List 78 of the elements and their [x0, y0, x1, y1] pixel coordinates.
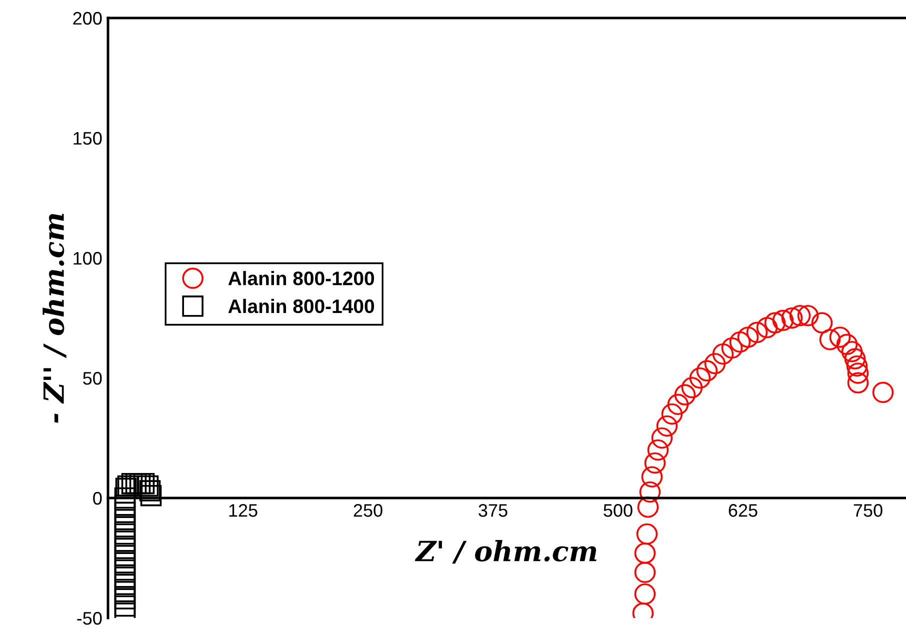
point: [114, 588, 136, 610]
point: [781, 307, 803, 329]
point: [114, 559, 136, 581]
point: [764, 312, 786, 334]
point: [847, 372, 869, 394]
y-tick-label: 50: [83, 372, 102, 385]
point: [114, 523, 136, 545]
legend-label: Alanin 800-1200: [228, 271, 374, 286]
point: [634, 562, 656, 584]
point: [129, 472, 151, 494]
point: [637, 496, 659, 518]
point: [681, 376, 703, 398]
point: [114, 574, 136, 596]
point: [674, 384, 696, 406]
point: [114, 566, 136, 588]
point: [772, 310, 794, 332]
point: [841, 340, 863, 362]
point: [639, 481, 661, 503]
point: [634, 542, 656, 564]
x-axis-title: Z' / ohm.cm: [414, 540, 596, 564]
point: [737, 326, 759, 348]
point: [789, 304, 811, 326]
point: [114, 580, 136, 602]
point: [647, 439, 669, 461]
point: [114, 502, 136, 524]
x-tick-label: 125: [229, 504, 258, 517]
point: [121, 472, 143, 494]
point: [721, 337, 743, 359]
point: [661, 403, 683, 425]
point: [829, 326, 851, 348]
point: [746, 322, 768, 344]
point: [114, 538, 136, 560]
x-tick-label: 500: [604, 504, 632, 517]
y-tick-label: 100: [74, 252, 102, 265]
point: [137, 475, 159, 497]
point: [651, 427, 673, 449]
point: [114, 544, 136, 566]
point: [114, 487, 136, 509]
point: [844, 348, 866, 370]
point: [756, 316, 778, 338]
y-tick-label: 200: [73, 12, 102, 25]
point: [667, 394, 689, 416]
point: [811, 312, 833, 334]
point: [696, 360, 718, 382]
point: [797, 304, 819, 326]
x-tick-label: 250: [354, 504, 382, 517]
point: [656, 415, 678, 437]
point: [819, 328, 841, 350]
point: [114, 494, 136, 516]
point: [641, 466, 663, 488]
y-tick-label: 150: [74, 132, 102, 145]
point: [689, 367, 711, 389]
point: [114, 552, 136, 574]
legend-label: Alanin 800-1400: [228, 298, 374, 314]
point: [114, 508, 136, 530]
point: [847, 362, 869, 384]
point: [114, 530, 136, 552]
point: [729, 331, 751, 353]
point: [712, 343, 734, 365]
y-tick-label: -50: [77, 612, 102, 625]
x-tick-label: 750: [854, 504, 882, 517]
point: [636, 523, 658, 545]
point: [139, 480, 161, 502]
point: [846, 355, 868, 377]
x-tick-label: 625: [728, 504, 758, 517]
point: [114, 595, 136, 617]
point: [114, 516, 136, 538]
y-axis-title: - Z'' / ohm.cm: [42, 214, 66, 423]
point: [704, 352, 726, 374]
point: [872, 382, 894, 404]
point: [836, 334, 858, 356]
point: [133, 472, 155, 494]
x-tick-label: 375: [478, 504, 508, 517]
point: [125, 472, 147, 494]
point: [634, 583, 656, 605]
point: [644, 452, 666, 474]
point: [140, 484, 162, 506]
y-tick-label: 0: [93, 492, 102, 505]
